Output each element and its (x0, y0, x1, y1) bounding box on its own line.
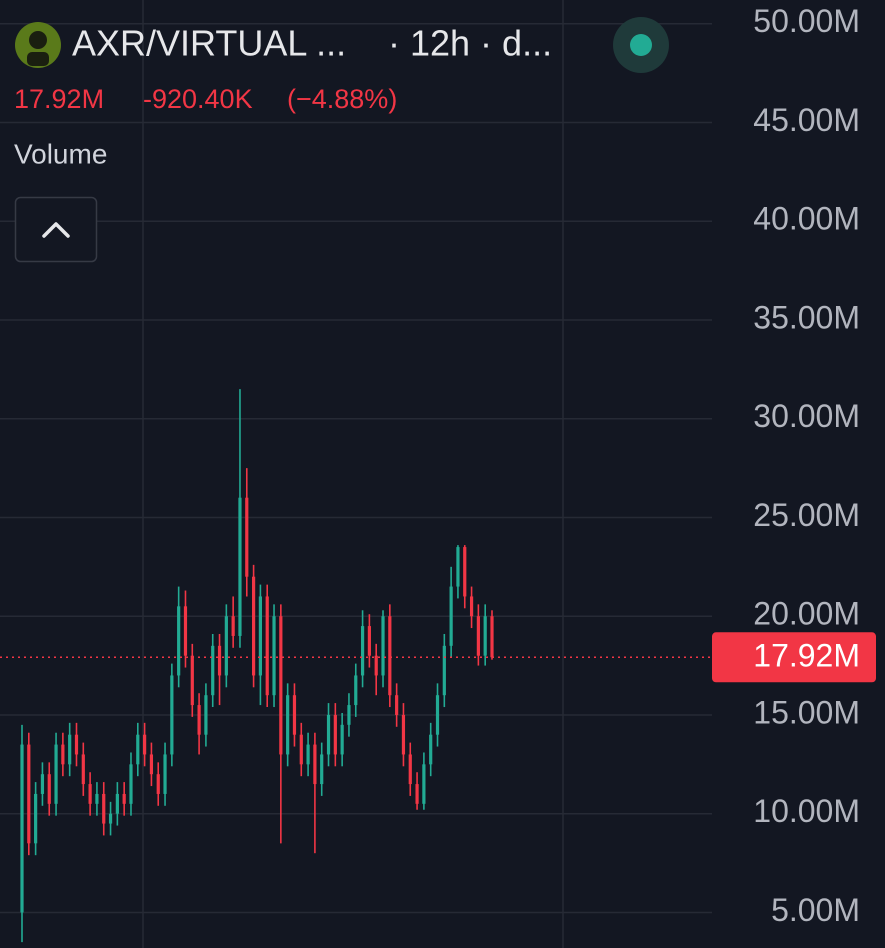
candle-body (149, 754, 154, 775)
candle-body (238, 497, 242, 636)
candle-body (299, 734, 303, 765)
candle-body (347, 705, 351, 725)
y-tick-label: 40.00M (753, 201, 860, 237)
indicator-name: Volume (14, 138, 107, 169)
candle-body (129, 764, 133, 804)
y-tick-label: 10.00M (753, 793, 860, 829)
price-axis: 5.00M 10.00M 15.00M 20.00M 25.00M 30.00M 35.00… (712, 3, 876, 928)
candle-body (40, 774, 45, 794)
candle-body (476, 616, 480, 656)
change-percent: (−4.88%) (287, 84, 397, 114)
candle-body (143, 734, 147, 755)
candle-body (108, 813, 113, 824)
candle-body (61, 744, 65, 765)
candle-body (449, 586, 453, 646)
candle-body (463, 547, 467, 597)
candle-body (408, 754, 412, 785)
last-value: 17.92M (14, 84, 104, 114)
candle-body (224, 616, 228, 676)
y-tick-label: 5.00M (771, 892, 860, 928)
plot-area (0, 389, 712, 943)
candle-body (306, 744, 310, 765)
last-price-label: 17.92M (753, 638, 860, 674)
candle-body (292, 695, 297, 735)
candle-body (81, 754, 85, 785)
y-tick-label: 45.00M (753, 102, 860, 138)
y-tick-label: 50.00M (753, 3, 860, 39)
candle-body (388, 616, 392, 696)
candle-body (217, 645, 222, 676)
candle-body (204, 695, 208, 735)
candle-body (163, 754, 167, 794)
candle-body (374, 655, 378, 676)
candle-body (231, 616, 235, 636)
candle-body (177, 606, 181, 676)
status-dot (630, 34, 652, 56)
interval: · 12h · d... (388, 23, 552, 64)
candle-body (401, 714, 406, 755)
candle-body (68, 734, 72, 765)
candle-body (354, 675, 358, 706)
candle-body (422, 764, 426, 804)
candle-body (435, 695, 440, 735)
candle-body (367, 626, 371, 656)
candle-body (265, 596, 269, 696)
candle-body (20, 744, 24, 913)
candle-body (245, 497, 249, 577)
y-tick-label: 30.00M (753, 398, 860, 434)
candle-body (320, 754, 324, 785)
candle-body (340, 724, 344, 755)
candle-body (170, 675, 174, 755)
candle-body (326, 714, 331, 755)
candle-body (88, 784, 92, 804)
candle-body (122, 793, 126, 804)
candle-body (102, 793, 106, 824)
candle-body (47, 774, 51, 804)
y-tick-label: 20.00M (753, 596, 860, 632)
avatar-icon (29, 31, 47, 49)
candle-body (490, 616, 494, 658)
candle-body (183, 606, 188, 656)
change: -920.40K (143, 84, 253, 114)
candle-body (190, 655, 194, 706)
pair-title: AXR/VIRTUAL ... (72, 23, 346, 64)
candle-body (74, 734, 79, 755)
candle-body (469, 596, 474, 617)
y-tick-label: 25.00M (753, 497, 860, 533)
candle-body (197, 705, 201, 735)
candle-body (415, 784, 419, 804)
collapse-button[interactable] (14, 196, 98, 263)
candle-body (27, 744, 31, 844)
candle-body (313, 744, 317, 785)
candle-body (360, 626, 365, 676)
candle-body (442, 645, 446, 696)
y-tick-label: 15.00M (753, 694, 860, 730)
candle-body (251, 576, 256, 676)
candle-body (54, 744, 58, 804)
candle-body (456, 547, 460, 587)
candle-body (279, 616, 283, 755)
candle-body (429, 734, 433, 765)
candle-body (211, 645, 215, 696)
candle-body (258, 596, 263, 676)
candle-body (34, 793, 38, 844)
candle-body (381, 616, 385, 676)
candle-body (272, 616, 276, 696)
candle-body (395, 695, 399, 715)
candle-body (333, 714, 337, 755)
y-tick-label: 35.00M (753, 299, 860, 335)
candle-body (483, 616, 487, 656)
candle-body (136, 734, 140, 765)
chevron-icon (42, 222, 70, 238)
candle-body (95, 793, 99, 804)
candle-body (286, 695, 290, 755)
avatar-icon (27, 52, 49, 66)
last-price-box (712, 632, 876, 683)
candle-body (115, 793, 119, 814)
candle-body (156, 774, 160, 794)
